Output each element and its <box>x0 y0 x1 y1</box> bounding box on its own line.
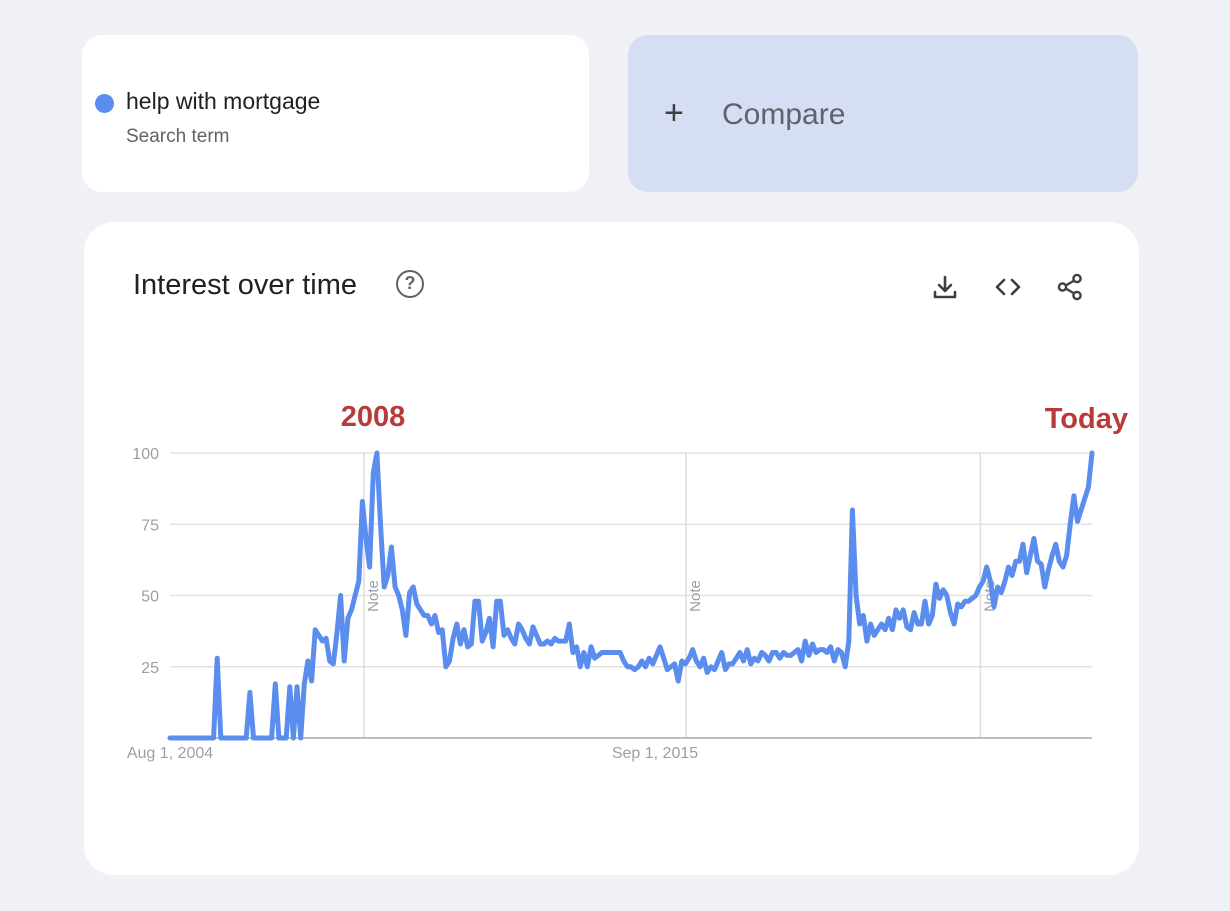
note-label[interactable]: Note <box>365 580 382 612</box>
y-tick-label: 100 <box>132 446 159 463</box>
search-term-name[interactable]: help with mortgage <box>126 88 321 114</box>
embed-code-icon[interactable] <box>993 272 1023 302</box>
y-tick-label: 25 <box>141 660 159 677</box>
download-icon[interactable] <box>930 272 960 302</box>
term-color-dot <box>95 94 114 113</box>
annotation-2008: 2008 <box>341 401 406 433</box>
y-tick-label: 50 <box>141 589 159 606</box>
series-line-help-with-mortgage <box>167 450 1095 741</box>
x-tick-label: Aug 1, 2004 <box>127 745 213 762</box>
annotation-today: Today <box>1045 403 1128 435</box>
help-circle-icon[interactable]: ? <box>396 270 424 298</box>
search-term-subtitle: Search term <box>126 126 230 147</box>
note-label[interactable]: Note <box>687 580 704 612</box>
compare-button[interactable]: + Compare <box>628 35 1138 192</box>
plus-icon: + <box>664 94 684 132</box>
panel-title: Interest over time <box>133 269 358 301</box>
interest-over-time-panel: Interest over time ? <box>84 222 1139 875</box>
compare-label: Compare <box>722 98 846 131</box>
x-tick-label: Sep 1, 2015 <box>612 745 698 762</box>
y-tick-label: 75 <box>141 517 159 534</box>
search-term-card[interactable]: help with mortgage Search term <box>82 35 589 192</box>
share-icon[interactable] <box>1055 272 1085 302</box>
